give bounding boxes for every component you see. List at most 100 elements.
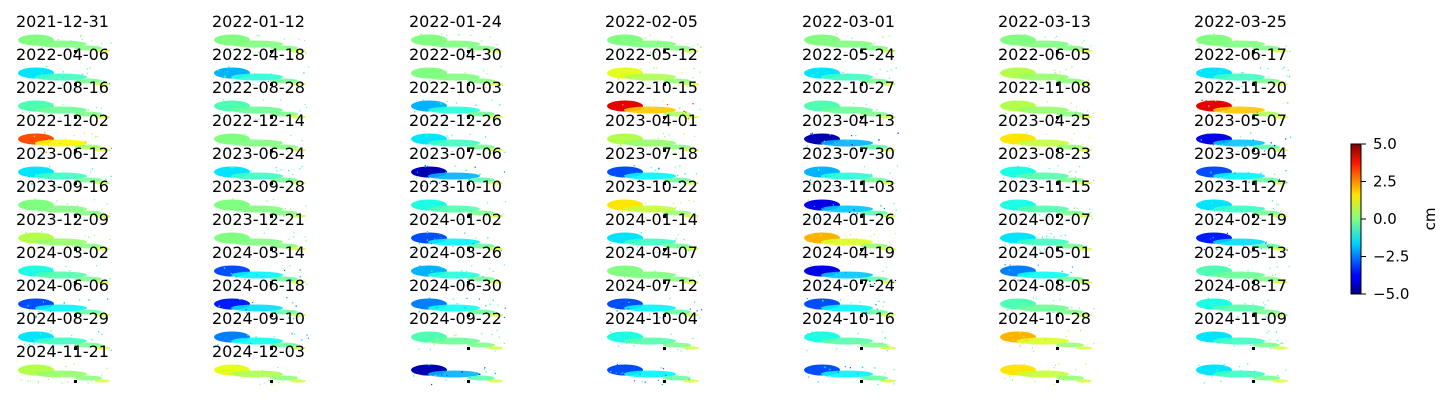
- deformation-blob: [35, 205, 87, 213]
- speckle-pixel: [482, 78, 484, 80]
- deformation-blob: [74, 45, 102, 51]
- speckle-pixel: [850, 301, 852, 304]
- speckle-pixel: [857, 332, 859, 334]
- speckle-pixel: [28, 309, 30, 311]
- speckle-pixel: [1011, 310, 1013, 312]
- speckle-pixel: [1014, 278, 1016, 280]
- speckle-pixel: [1004, 244, 1006, 246]
- deformation-blob: [231, 238, 283, 246]
- reference-point: [1056, 116, 1059, 119]
- speckle-pixel: [304, 103, 306, 106]
- speckle-pixel: [1075, 171, 1077, 173]
- deformation-blob: [683, 115, 699, 119]
- speckle-pixel: [1013, 148, 1015, 150]
- speckle-pixel: [813, 205, 816, 207]
- speckle-pixel: [860, 115, 862, 117]
- speckle-pixel: [1241, 85, 1243, 87]
- reference-point: [270, 248, 273, 251]
- deformation-blob: [487, 280, 503, 284]
- speckle-pixel: [489, 268, 491, 270]
- speckle-pixel: [101, 208, 103, 210]
- speckle-pixel: [246, 206, 248, 208]
- speckle-pixel: [675, 207, 677, 209]
- speckle-pixel: [436, 335, 438, 337]
- speckle-pixel: [1081, 381, 1083, 384]
- speckle-pixel: [1285, 138, 1287, 140]
- speckle-pixel: [257, 377, 259, 379]
- speckle-pixel: [1076, 207, 1078, 209]
- reference-point: [467, 215, 470, 218]
- speckle-pixel: [217, 343, 219, 345]
- deformation-blob: [1252, 342, 1280, 348]
- panel-date-label: 2024-11-21: [16, 342, 109, 361]
- speckle-pixel: [1245, 213, 1248, 215]
- speckle-pixel: [261, 369, 264, 371]
- speckle-pixel: [261, 374, 263, 376]
- speckle-pixel: [1202, 268, 1204, 270]
- speckle-pixel: [1265, 241, 1267, 243]
- speckle-pixel: [273, 336, 275, 338]
- speckle-pixel: [1247, 310, 1249, 312]
- speckle-pixel: [1070, 102, 1072, 104]
- panel: 2022-01-12: [212, 12, 307, 54]
- speckle-pixel: [633, 244, 635, 246]
- speckle-pixel: [680, 202, 682, 204]
- speckle-pixel: [462, 271, 464, 274]
- panel-date-label: 2022-04-06: [16, 45, 109, 64]
- speckle-pixel: [292, 317, 295, 320]
- speckle-pixel: [422, 374, 424, 376]
- deformation-blob: [860, 342, 888, 348]
- speckle-pixel: [426, 232, 429, 234]
- speckle-pixel: [1230, 337, 1232, 339]
- colorbar-tick-label: 2.5: [1373, 173, 1397, 191]
- panel: [1000, 363, 1092, 386]
- speckle-pixel: [47, 280, 49, 283]
- speckle-pixel: [48, 317, 50, 319]
- speckle-pixel: [240, 49, 243, 51]
- speckle-pixel: [109, 149, 111, 152]
- speckle-pixel: [626, 249, 628, 251]
- speckle-pixel: [1206, 133, 1208, 135]
- speckle-pixel: [475, 104, 477, 106]
- speckle-pixel: [617, 78, 619, 80]
- panel-date-label: 2024-06-18: [212, 276, 305, 295]
- panel: 2023-10-10: [409, 177, 507, 221]
- speckle-pixel: [451, 307, 453, 309]
- speckle-pixel: [1233, 345, 1235, 348]
- speckle-pixel: [1090, 45, 1092, 47]
- speckle-pixel: [1078, 307, 1080, 309]
- speckle-pixel: [272, 218, 274, 221]
- speckle-pixel: [617, 145, 619, 147]
- speckle-pixel: [635, 135, 637, 137]
- speckle-pixel: [290, 134, 292, 136]
- panel-date-label: 2022-11-20: [1194, 78, 1287, 97]
- speckle-pixel: [830, 170, 832, 172]
- speckle-pixel: [1002, 306, 1005, 308]
- speckle-pixel: [1211, 202, 1213, 204]
- colorbar-label: cm: [1421, 208, 1439, 231]
- speckle-pixel: [637, 249, 639, 251]
- speckle-pixel: [221, 241, 223, 243]
- panel: 2022-03-25: [1194, 12, 1291, 55]
- speckle-pixel: [693, 301, 696, 303]
- speckle-pixel: [435, 118, 437, 120]
- panel: 2023-04-13: [802, 111, 899, 154]
- speckle-pixel: [1269, 267, 1271, 269]
- speckle-pixel: [620, 373, 622, 375]
- speckle-pixel: [1285, 217, 1287, 219]
- speckle-pixel: [446, 374, 448, 376]
- reference-point: [860, 347, 863, 350]
- deformation-blob: [1252, 210, 1280, 216]
- speckle-pixel: [251, 179, 253, 181]
- speckle-pixel: [252, 302, 254, 304]
- speckle-pixel: [445, 379, 447, 381]
- speckle-pixel: [1275, 377, 1277, 379]
- speckle-pixel: [1065, 336, 1067, 338]
- speckle-pixel: [884, 372, 886, 374]
- speckle-pixel: [82, 114, 84, 116]
- speckle-pixel: [689, 249, 691, 251]
- speckle-pixel: [426, 231, 428, 233]
- speckle-pixel: [1206, 40, 1208, 42]
- panel-date-label: 2022-08-28: [212, 78, 305, 97]
- speckle-pixel: [1044, 338, 1047, 340]
